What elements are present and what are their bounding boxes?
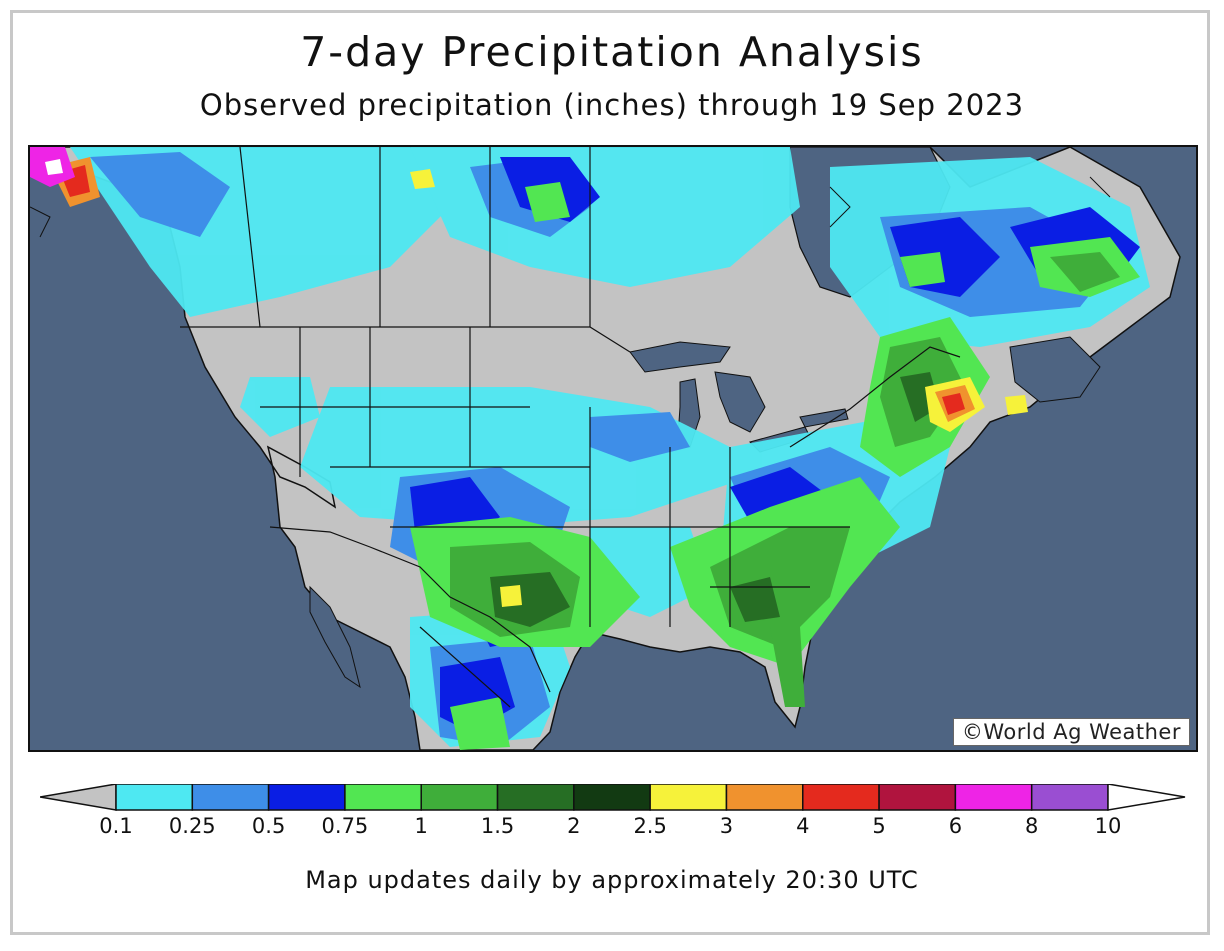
precip-1.5 — [490, 372, 940, 627]
map-subtitle: Observed precipitation (inches) through … — [199, 88, 1025, 122]
lake-ontario — [799, 408, 849, 428]
legend-swatch — [649, 784, 728, 811]
legend-swatch — [802, 784, 880, 811]
legend-swatch — [878, 784, 957, 811]
legend-over-arrow — [1107, 784, 1186, 811]
legend-tick-label: 0.1 — [99, 814, 133, 838]
legend-tick-label: 2.5 — [633, 814, 667, 838]
update-note: Map updates daily by approximately 20:30… — [305, 866, 919, 894]
copyright-label: ©World Ag Weather — [952, 718, 1190, 746]
legend-tick-label: 4 — [796, 814, 810, 838]
legend-tick-label: 1.5 — [480, 814, 515, 838]
political-borders — [180, 147, 961, 708]
legend-swatch — [420, 784, 499, 811]
legend-swatch — [725, 784, 804, 811]
legend-swatch — [573, 784, 651, 811]
legend-swatch — [496, 784, 575, 811]
legend-tick-label: 5 — [872, 814, 886, 838]
lake-huron — [714, 371, 766, 433]
color-legend — [40, 784, 1186, 811]
legend-tick-label: 0.75 — [321, 814, 369, 838]
legend-under-arrow — [40, 784, 117, 811]
legend-swatch — [344, 784, 422, 811]
legend-tick-label: 0.25 — [168, 814, 216, 838]
map-title: 7-day Precipitation Analysis — [300, 28, 924, 76]
legend-tick-label: 3 — [719, 814, 734, 838]
legend-tick-label: 1 — [414, 814, 428, 838]
precip-10 — [45, 159, 63, 175]
lake-superior — [629, 341, 731, 373]
legend-swatch — [954, 784, 1033, 811]
legend-swatch — [267, 784, 346, 811]
legend-tick-label: 2 — [567, 814, 581, 838]
legend-tick-label: 10 — [1094, 814, 1122, 838]
gulf-st-lawrence — [1009, 336, 1101, 403]
legend-swatch — [1030, 784, 1109, 811]
legend-tick-label: 8 — [1025, 814, 1039, 838]
legend-tick-label: 6 — [948, 814, 963, 838]
coastline-detail — [30, 176, 1111, 238]
legend-swatch — [191, 784, 270, 811]
map-canvas — [30, 147, 1196, 750]
legend-swatch — [115, 784, 194, 811]
legend-tick-label: 0.5 — [251, 814, 286, 838]
precipitation-map: ©World Ag Weather — [28, 145, 1198, 752]
gulf-of-california — [309, 585, 361, 689]
